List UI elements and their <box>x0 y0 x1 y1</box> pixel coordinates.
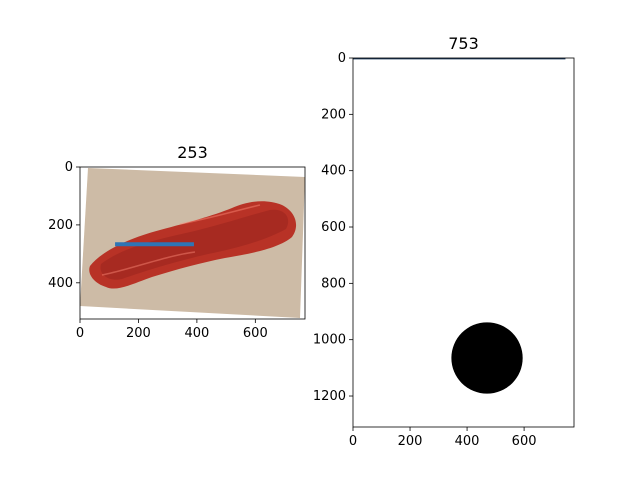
wound-darker-core <box>100 209 289 280</box>
right-x-tick-label: 200 <box>398 434 423 449</box>
left-x-tick-label: 600 <box>243 326 268 341</box>
right-axes-frame <box>352 57 575 428</box>
left-y-tick-label: 0 <box>65 160 73 175</box>
left-image-panel: 253 0 200 400 600 0 200 400 <box>48 143 306 341</box>
right-y-tick-label: 1000 <box>313 333 346 348</box>
left-panel-title: 253 <box>177 143 208 162</box>
right-mask-panel: 753 0 200 400 600 0 200 400 600 800 1000 1200 <box>313 34 575 449</box>
right-ticks: 0 200 400 600 0 200 400 600 800 1000 1200 <box>313 51 537 449</box>
right-y-tick-label: 0 <box>338 51 346 66</box>
left-image-area <box>80 167 305 319</box>
left-ticks: 0 200 400 600 0 200 400 <box>48 160 268 341</box>
left-y-tick-label: 400 <box>48 276 73 291</box>
right-x-tick-label: 600 <box>512 434 537 449</box>
right-y-tick-label: 400 <box>321 164 346 179</box>
right-x-tick-label: 400 <box>455 434 480 449</box>
mask-circle <box>451 322 523 394</box>
right-y-tick-label: 800 <box>321 276 346 291</box>
left-x-tick-label: 400 <box>184 326 209 341</box>
right-y-tick-label: 1200 <box>313 389 346 404</box>
right-x-tick-label: 0 <box>349 434 357 449</box>
right-panel-title: 753 <box>448 34 479 53</box>
left-y-tick-label: 200 <box>48 218 73 233</box>
wound-highlight <box>101 204 261 276</box>
right-y-tick-label: 600 <box>321 220 346 235</box>
left-x-tick-label: 200 <box>126 326 151 341</box>
right-image-area <box>353 58 574 427</box>
right-y-tick-label: 200 <box>321 107 346 122</box>
left-axes-frame <box>79 166 306 320</box>
left-x-tick-label: 0 <box>76 326 84 341</box>
